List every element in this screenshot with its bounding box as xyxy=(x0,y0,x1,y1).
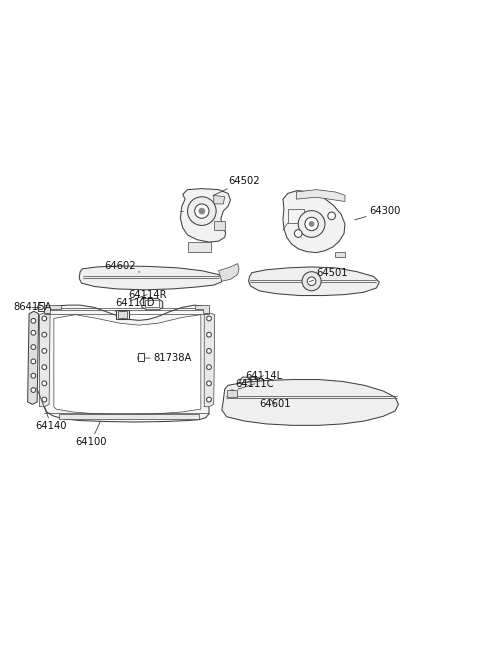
Text: 64602: 64602 xyxy=(104,261,140,272)
Text: 64114R: 64114R xyxy=(128,289,167,301)
Circle shape xyxy=(206,397,211,402)
Circle shape xyxy=(298,211,325,237)
Circle shape xyxy=(31,331,36,335)
Circle shape xyxy=(138,355,144,361)
Circle shape xyxy=(31,359,36,364)
Circle shape xyxy=(307,277,316,285)
Circle shape xyxy=(31,373,36,378)
Circle shape xyxy=(328,212,336,220)
Polygon shape xyxy=(195,305,209,313)
Polygon shape xyxy=(283,190,345,253)
Polygon shape xyxy=(218,264,239,281)
Circle shape xyxy=(31,344,36,350)
Polygon shape xyxy=(214,220,225,230)
Circle shape xyxy=(31,318,36,323)
Polygon shape xyxy=(59,414,199,419)
Bar xyxy=(227,390,237,397)
Polygon shape xyxy=(116,310,129,319)
Circle shape xyxy=(294,230,302,237)
Text: 64111D: 64111D xyxy=(115,298,155,312)
Bar xyxy=(118,312,127,318)
Polygon shape xyxy=(249,267,379,296)
Polygon shape xyxy=(226,388,239,398)
Polygon shape xyxy=(243,379,257,386)
Circle shape xyxy=(195,204,209,218)
Polygon shape xyxy=(79,266,223,290)
Text: 64501: 64501 xyxy=(310,268,348,281)
Polygon shape xyxy=(240,377,260,388)
Polygon shape xyxy=(180,189,230,242)
Text: 64114L: 64114L xyxy=(245,371,282,382)
Circle shape xyxy=(42,348,47,354)
Circle shape xyxy=(206,316,211,321)
Circle shape xyxy=(37,304,43,310)
Polygon shape xyxy=(188,242,211,252)
Circle shape xyxy=(188,197,216,226)
Circle shape xyxy=(42,316,47,321)
Polygon shape xyxy=(54,315,201,415)
Polygon shape xyxy=(44,305,209,422)
Circle shape xyxy=(206,365,211,369)
Polygon shape xyxy=(44,305,61,313)
Circle shape xyxy=(42,381,47,386)
Circle shape xyxy=(206,348,211,354)
Circle shape xyxy=(302,272,321,291)
Text: 64300: 64300 xyxy=(355,206,400,220)
Circle shape xyxy=(42,333,47,337)
Polygon shape xyxy=(204,313,215,407)
Circle shape xyxy=(199,208,204,214)
Circle shape xyxy=(309,222,314,226)
Bar xyxy=(38,302,44,311)
Text: 64601: 64601 xyxy=(259,400,291,409)
Circle shape xyxy=(206,381,211,386)
Polygon shape xyxy=(222,380,398,425)
Text: 64111C: 64111C xyxy=(235,379,274,389)
Circle shape xyxy=(229,390,236,397)
Polygon shape xyxy=(140,298,163,310)
Text: 64100: 64100 xyxy=(75,421,107,447)
Polygon shape xyxy=(296,190,345,201)
Polygon shape xyxy=(28,312,38,404)
Text: 64140: 64140 xyxy=(36,388,67,431)
Bar xyxy=(138,353,144,361)
Circle shape xyxy=(42,365,47,369)
Text: 81738A: 81738A xyxy=(145,353,192,363)
Polygon shape xyxy=(336,252,345,257)
Circle shape xyxy=(42,397,47,402)
Polygon shape xyxy=(144,300,159,308)
Text: 64502: 64502 xyxy=(213,176,260,195)
Circle shape xyxy=(305,217,318,231)
Circle shape xyxy=(119,312,126,318)
Polygon shape xyxy=(214,195,225,204)
Circle shape xyxy=(31,388,36,392)
Polygon shape xyxy=(39,313,50,407)
Circle shape xyxy=(206,333,211,337)
Text: 86415A: 86415A xyxy=(13,302,52,312)
